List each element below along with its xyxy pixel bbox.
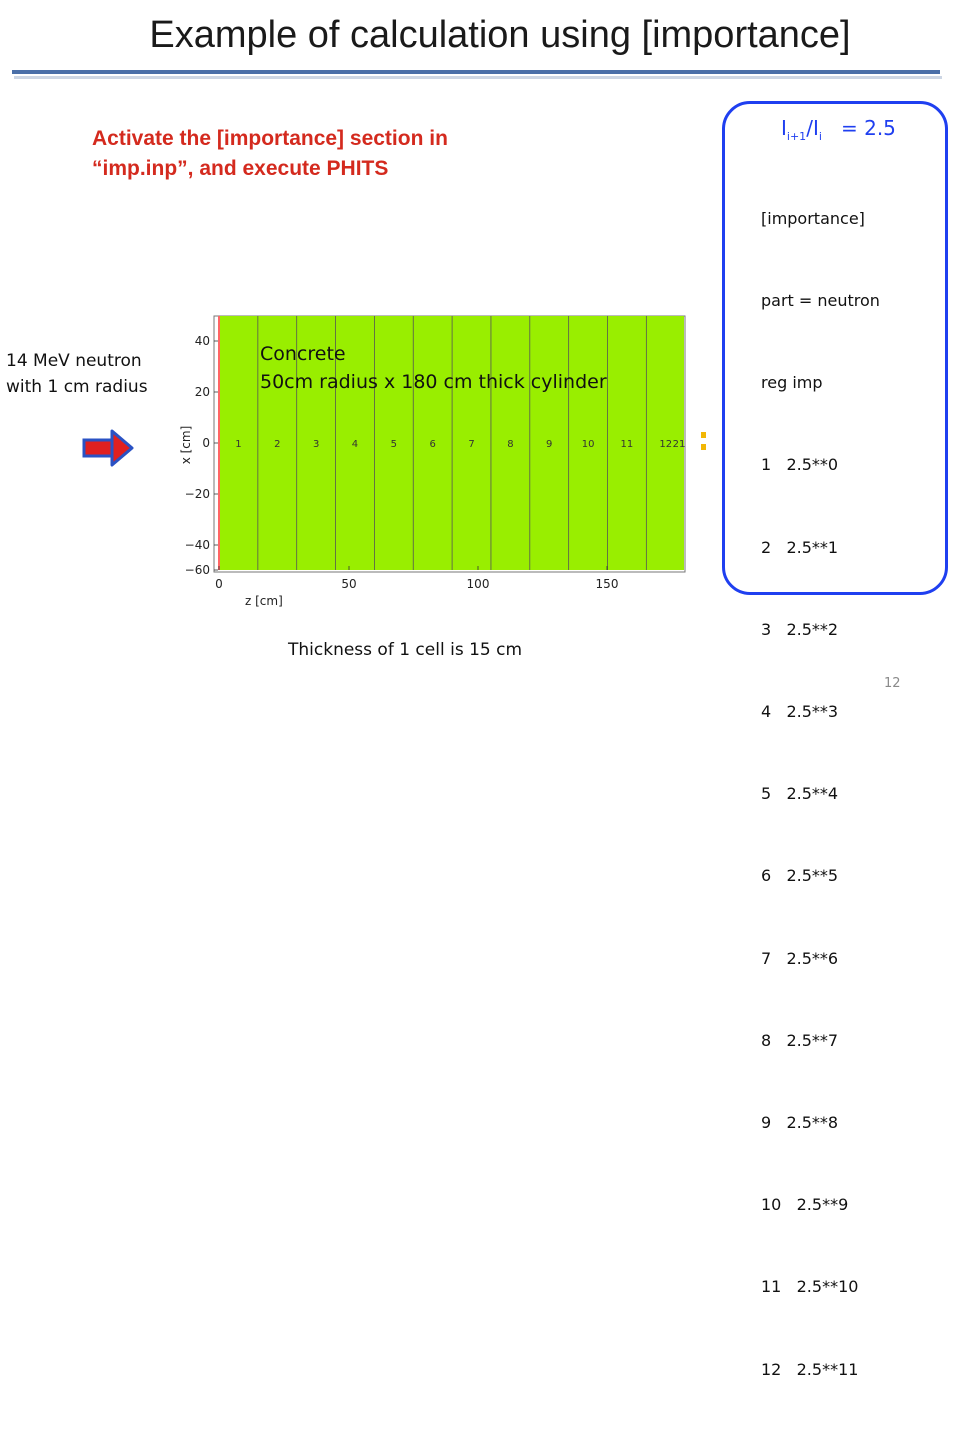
ratio-sub-1: i+1	[786, 130, 807, 143]
ratio-base-1: I	[781, 116, 787, 140]
slide-title: Example of calculation using [importance…	[149, 14, 851, 56]
ratio-sub-2: i	[818, 130, 822, 143]
x-tick-label: 40	[195, 334, 210, 348]
code-line: reg imp	[761, 373, 823, 393]
source-label-line-2: with 1 cm radius	[6, 377, 148, 397]
x-tick-label: −60	[185, 563, 210, 577]
code-line: 2 2.5**1	[761, 537, 839, 557]
code-line: 3 2.5**2	[761, 619, 839, 639]
ratio-slash: /	[806, 116, 813, 140]
title-rule-shadow	[14, 76, 942, 79]
ratio-base-2: I	[812, 116, 819, 140]
code-line: part = neutron	[761, 291, 880, 311]
code-line: 8 2.5**7	[761, 1030, 839, 1050]
cell-label: 11	[621, 439, 634, 450]
source-label-line-1: 14 MeV neutron	[6, 351, 142, 371]
material-name: Concrete	[260, 343, 346, 365]
code-line: 4 2.5**3	[761, 702, 839, 722]
instruction-text: Activate the [importance] section in “im…	[92, 124, 652, 184]
cell-label: 12	[659, 439, 672, 450]
instruction-line-2: “imp.inp”, and execute PHITS	[92, 157, 389, 180]
cell-label: 3	[313, 439, 319, 450]
code-line: 1 2.5**0	[761, 455, 839, 475]
code-line: 6 2.5**5	[761, 866, 839, 886]
y-axis-label: x [cm]	[179, 426, 193, 465]
boundary-mark-top	[701, 432, 706, 438]
material-label: Concrete 50cm radius x 180 cm thick cyli…	[260, 340, 607, 396]
importance-input-code: [importance] part = neutron reg imp 1 2.…	[761, 150, 880, 1438]
code-line: [importance]	[761, 208, 865, 228]
cell-labels: 1 2 3 4 5 6 7 8 9 10 11 12 21	[235, 439, 685, 450]
instruction-line-1: Activate the [importance] section in	[92, 127, 448, 150]
x-axis-label: z [cm]	[245, 594, 283, 608]
code-line: 11 2.5**10	[761, 1277, 859, 1297]
cell-label: 2	[274, 439, 280, 450]
material-dimensions: 50cm radius x 180 cm thick cylinder	[260, 371, 607, 393]
boundary-mark-bottom	[701, 444, 706, 450]
cell-label: 5	[391, 439, 397, 450]
z-tick-label: 0	[215, 577, 223, 591]
cell-label: 7	[468, 439, 474, 450]
code-line: 12 2.5**11	[761, 1359, 859, 1379]
ratio-value: = 2.5	[840, 116, 896, 140]
x-tick-label: 0	[202, 436, 210, 450]
source-label: 14 MeV neutron with 1 cm radius	[6, 348, 148, 400]
cell-label: 10	[582, 439, 595, 450]
z-tick-label: 100	[467, 577, 490, 591]
title-rule	[12, 70, 940, 74]
cell-label: 21	[673, 439, 686, 450]
z-tick-label: 150	[596, 577, 619, 591]
x-tick-label: −20	[185, 487, 210, 501]
cell-label: 4	[352, 439, 358, 450]
code-line: 10 2.5**9	[761, 1195, 849, 1215]
code-line: 5 2.5**4	[761, 784, 839, 804]
cell-label: 1	[235, 439, 241, 450]
z-tick-label: 50	[341, 577, 356, 591]
page-number: 12	[884, 676, 901, 691]
code-line: 9 2.5**8	[761, 1113, 839, 1133]
importance-ratio: Ii+1/Ii = 2.5	[781, 116, 896, 143]
cell-label: 8	[507, 439, 513, 450]
code-line: 7 2.5**6	[761, 948, 839, 968]
x-tick-label: 20	[195, 385, 210, 399]
x-tick-label: −40	[185, 538, 210, 552]
cell-thickness-note: Thickness of 1 cell is 15 cm	[288, 640, 523, 660]
beam-arrow	[82, 429, 134, 467]
cell-label: 9	[546, 439, 552, 450]
cell-label: 6	[429, 439, 435, 450]
importance-panel: Ii+1/Ii = 2.5 [importance] part = neutro…	[722, 101, 948, 1379]
